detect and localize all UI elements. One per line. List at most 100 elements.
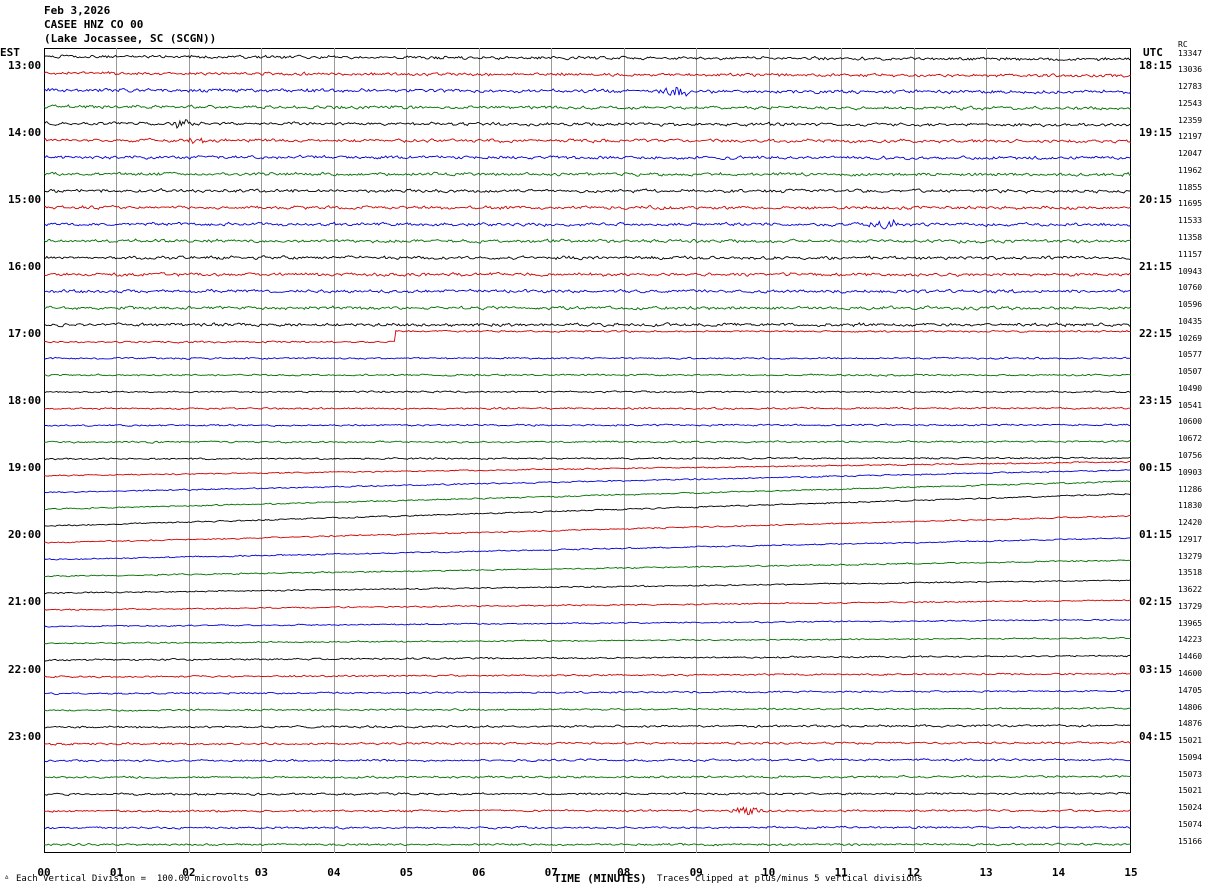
x-tick-11: 11 xyxy=(834,866,848,879)
scale-value: 14876 xyxy=(1178,719,1203,729)
trace-1915 xyxy=(44,469,1131,494)
left-tick-1800: 18:00 xyxy=(8,394,42,408)
trace-1430 xyxy=(44,171,1131,177)
scale-value: 11695 xyxy=(1178,199,1203,209)
trace-1245 xyxy=(44,54,1131,62)
trace-0000 xyxy=(44,806,1131,816)
x-tick-13: 13 xyxy=(979,866,993,879)
header-station: CASEE HNZ CO 00 xyxy=(44,18,144,31)
trace-1700 xyxy=(44,329,1131,344)
trace-1545 xyxy=(44,255,1131,261)
trace-1830 xyxy=(44,440,1131,444)
scale-value: 13729 xyxy=(1178,601,1203,611)
scale-value: 10541 xyxy=(1178,400,1203,410)
scale-value: 15021 xyxy=(1178,786,1203,796)
footer-marker-icon: ▵ xyxy=(4,872,10,882)
x-tick-07: 07 xyxy=(544,866,558,879)
header-location: (Lake Jocassee, SC (SCGN)) xyxy=(44,32,217,45)
right-tick-1815: 18:15 xyxy=(1139,58,1173,72)
trace-2345 xyxy=(44,791,1131,797)
scale-value: 12197 xyxy=(1178,132,1203,142)
scale-value: 10269 xyxy=(1178,333,1203,343)
scale-value: 14806 xyxy=(1178,702,1203,712)
trace-2015 xyxy=(44,537,1131,561)
scale-value: 15024 xyxy=(1178,803,1203,813)
scale-value: 11358 xyxy=(1178,232,1203,242)
scale-value: 11855 xyxy=(1178,182,1203,192)
scale-value: 13279 xyxy=(1178,551,1203,561)
trace-1345 xyxy=(44,119,1131,130)
trace-1745 xyxy=(44,390,1131,394)
trace-2300 xyxy=(44,740,1131,746)
trace-0015 xyxy=(44,825,1131,830)
trace-2045 xyxy=(44,579,1131,595)
trace-2230 xyxy=(44,707,1131,712)
scale-value: 15073 xyxy=(1178,769,1203,779)
trace-1800 xyxy=(44,406,1131,411)
trace-1845 xyxy=(44,456,1131,461)
trace-2245 xyxy=(44,723,1131,729)
left-tick-1500: 15:00 xyxy=(8,192,42,206)
trace-1945 xyxy=(44,493,1131,527)
left-tick-1600: 16:00 xyxy=(8,260,42,274)
scale-value: 14460 xyxy=(1178,652,1203,662)
right-tick-0015: 00:15 xyxy=(1139,461,1173,475)
trace-2330 xyxy=(44,774,1131,780)
trace-1930 xyxy=(44,480,1131,510)
plot-frame xyxy=(44,48,1131,853)
scale-value: 15166 xyxy=(1178,836,1203,846)
left-tick-1300: 13:00 xyxy=(8,58,42,72)
left-tick-1400: 14:00 xyxy=(8,125,42,139)
right-tick-2015: 20:15 xyxy=(1139,192,1173,206)
trace-2100 xyxy=(44,599,1131,611)
scale-value: 14600 xyxy=(1178,669,1203,679)
scale-value: 10756 xyxy=(1178,451,1203,460)
right-tick-0315: 03:15 xyxy=(1139,662,1173,676)
x-tick-14: 14 xyxy=(1051,866,1066,879)
trace-1615 xyxy=(44,288,1131,294)
scale-value: 13965 xyxy=(1178,618,1203,628)
scale-value: 10577 xyxy=(1178,350,1203,360)
scale-value: 11533 xyxy=(1178,216,1203,226)
trace-1500 xyxy=(44,204,1131,211)
x-tick-05: 05 xyxy=(399,866,413,879)
trace-2215 xyxy=(44,689,1131,695)
scale-value: 10435 xyxy=(1178,316,1203,326)
scale-value: 12359 xyxy=(1178,115,1203,125)
trace-1315 xyxy=(44,86,1131,97)
trace-0030 xyxy=(44,842,1131,847)
x-tick-09: 09 xyxy=(689,866,703,879)
scale-value: 12047 xyxy=(1178,149,1203,159)
scale-value: 11962 xyxy=(1178,165,1203,175)
left-tick-1900: 19:00 xyxy=(8,461,42,475)
x-tick-04: 04 xyxy=(327,866,341,879)
scale-value: 13622 xyxy=(1178,585,1203,595)
trace-1645 xyxy=(44,322,1131,328)
trace-1900 xyxy=(44,460,1131,477)
scale-value: 12917 xyxy=(1178,534,1203,544)
x-tick-03: 03 xyxy=(254,866,269,879)
x-tick-06: 06 xyxy=(472,866,486,879)
axis-label-utc: UTC xyxy=(1143,46,1163,59)
trace-1815 xyxy=(44,423,1131,427)
scale-header: RC xyxy=(1178,40,1188,49)
trace-1330 xyxy=(44,104,1131,111)
scale-value: 10903 xyxy=(1178,467,1203,477)
left-tick-2000: 20:00 xyxy=(8,528,42,542)
right-tick-1915: 19:15 xyxy=(1139,125,1173,139)
scale-value: 15021 xyxy=(1178,736,1203,746)
trace-1630 xyxy=(44,305,1131,311)
scale-value: 10600 xyxy=(1178,417,1203,427)
scale-value: 10507 xyxy=(1178,367,1203,377)
scale-value: 11830 xyxy=(1178,501,1203,511)
scale-value: 11286 xyxy=(1178,484,1203,494)
trace-2145 xyxy=(44,654,1131,662)
scale-value: 15074 xyxy=(1178,819,1203,829)
trace-2000 xyxy=(44,514,1131,544)
right-tick-0415: 04:15 xyxy=(1139,729,1173,743)
header-date: Feb 3,2026 xyxy=(44,4,111,17)
left-tick-2200: 22:00 xyxy=(8,662,42,676)
helicorder-plot xyxy=(44,48,1131,853)
scale-value: 12543 xyxy=(1178,98,1203,108)
